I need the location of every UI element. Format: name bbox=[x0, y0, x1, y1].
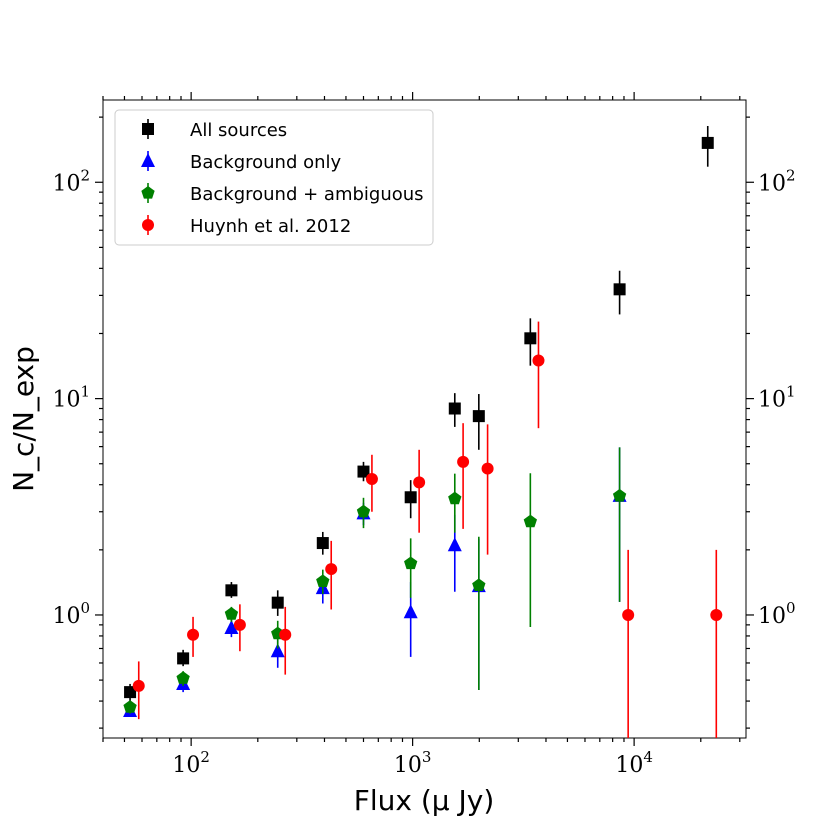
y-axis-title: N_c/N_exp bbox=[7, 346, 40, 492]
x-tick-label: 103 bbox=[394, 748, 432, 778]
data-point bbox=[622, 608, 635, 621]
data-point bbox=[448, 402, 461, 415]
data-point bbox=[524, 332, 537, 345]
legend-markers bbox=[141, 119, 155, 235]
legend-marker bbox=[142, 219, 154, 231]
data-point bbox=[271, 596, 284, 609]
data-point bbox=[403, 604, 418, 619]
data-point bbox=[224, 607, 239, 620]
data-point bbox=[481, 462, 494, 475]
legend-marker bbox=[141, 186, 155, 199]
data-point bbox=[404, 491, 417, 504]
data-point bbox=[177, 652, 190, 665]
data-point bbox=[612, 488, 627, 502]
y-tick-label-left: 100 bbox=[52, 599, 90, 629]
y-tick-label-right: 101 bbox=[758, 383, 796, 413]
data-point bbox=[176, 671, 190, 684]
data-point bbox=[472, 410, 485, 423]
data-point bbox=[123, 700, 137, 713]
legend-marker bbox=[142, 123, 154, 135]
y-tick-label-left: 102 bbox=[52, 166, 90, 196]
y-tick-label-left: 101 bbox=[52, 383, 90, 413]
legend-label-all-sources: All sources bbox=[190, 120, 287, 141]
data-point bbox=[523, 514, 537, 528]
data-point bbox=[124, 686, 137, 699]
data-point bbox=[448, 491, 462, 505]
data-point bbox=[356, 504, 371, 518]
legend-label-background-only: Background only bbox=[190, 152, 342, 173]
series-4 bbox=[132, 321, 723, 738]
y-tick-label-right: 102 bbox=[758, 166, 796, 196]
data-point bbox=[365, 473, 378, 486]
axis-ticks: 102 103 104 100 100 101 101 102 102 bbox=[52, 92, 796, 778]
data-point bbox=[224, 620, 239, 635]
data-point bbox=[325, 563, 338, 576]
data-point bbox=[710, 608, 723, 621]
x-tick-label: 102 bbox=[172, 748, 210, 778]
legend-box bbox=[114, 109, 434, 246]
data-point bbox=[613, 283, 626, 296]
data-point bbox=[457, 455, 470, 468]
legend-label-background-ambiguous: Background + ambiguous bbox=[190, 184, 424, 205]
data-series bbox=[123, 125, 723, 738]
data-point bbox=[404, 556, 418, 570]
legend: All sources Background only Background +… bbox=[114, 109, 434, 246]
data-point bbox=[357, 465, 370, 478]
data-point bbox=[270, 643, 285, 658]
data-point bbox=[225, 584, 238, 597]
legend-marker bbox=[141, 153, 155, 167]
data-point bbox=[316, 537, 329, 550]
data-point bbox=[187, 628, 200, 641]
data-point bbox=[447, 537, 462, 552]
x-axis-title: Flux (μ Jy) bbox=[354, 784, 495, 817]
data-point bbox=[472, 578, 486, 592]
data-point bbox=[132, 679, 145, 692]
x-tick-label: 104 bbox=[615, 748, 653, 778]
data-point bbox=[233, 618, 246, 631]
data-point bbox=[701, 136, 714, 149]
legend-label-huynh: Huynh et al. 2012 bbox=[190, 216, 351, 237]
data-point bbox=[279, 628, 292, 641]
data-point bbox=[413, 476, 426, 489]
data-point bbox=[316, 574, 330, 588]
data-point bbox=[532, 354, 545, 367]
y-tick-label-right: 100 bbox=[758, 599, 796, 629]
series-1 bbox=[124, 125, 714, 702]
